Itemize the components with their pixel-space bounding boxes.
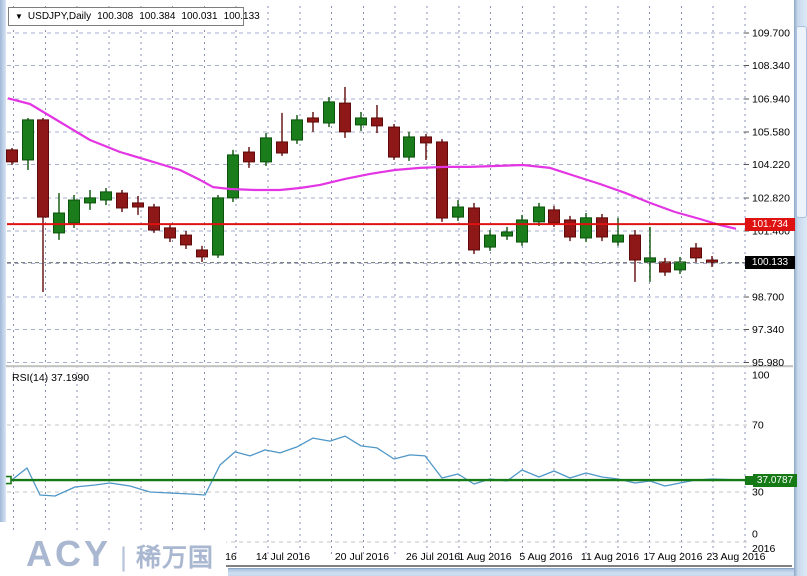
candle-body (22, 119, 34, 161)
quote-close: 100.133 (223, 11, 260, 22)
vertical-scrollbar-thumb[interactable] (796, 26, 807, 218)
price-axis-label: 109.700 (752, 28, 790, 40)
candle-body (339, 102, 351, 133)
candle-body (180, 234, 192, 246)
candle-body (227, 154, 239, 199)
price-axis-label: 108.340 (752, 60, 790, 72)
ask-line-price-badge: 101.734 (745, 218, 795, 231)
date-axis-label: 5 Aug 2016 (519, 551, 572, 563)
candle-body (564, 219, 576, 238)
candle-body (468, 207, 480, 251)
chevron-down-icon[interactable]: ▼ (15, 12, 23, 21)
quote-open: 100.308 (97, 11, 134, 22)
price-axis-label: 102.820 (752, 193, 790, 205)
rsi-axis-label: 100 (752, 369, 770, 381)
symbol-title: USDJPY,Daily (27, 11, 92, 22)
candle-body (196, 249, 208, 258)
date-axis-year-label: 2016 (752, 543, 776, 555)
candle-body (323, 101, 335, 124)
candle-body (612, 234, 624, 243)
date-axis-label: 14 Jul 2016 (256, 551, 310, 563)
quote-low: 100.031 (181, 11, 218, 22)
candle-body (403, 136, 415, 158)
date-axis-label: 11 Aug 2016 (581, 551, 639, 563)
candle-body (100, 191, 112, 201)
moving-average-line (7, 97, 737, 230)
candle-body (116, 192, 128, 209)
price-axis-label: 98.700 (752, 292, 784, 304)
date-axis-label: 26 Jul 2016 (406, 551, 460, 563)
rsi-line (7, 435, 737, 497)
price-axis-label: 97.340 (752, 324, 784, 336)
price-axis-label: 105.580 (752, 126, 790, 138)
candle-body (53, 212, 65, 234)
candle-body (307, 117, 319, 123)
candle-body (548, 209, 560, 224)
candle-body (388, 126, 400, 158)
date-axis-label: 1 Aug 2016 (458, 551, 511, 563)
logo-brand-text: ACY (26, 533, 112, 574)
current-price-badge: 100.133 (745, 256, 795, 269)
candle-body (436, 141, 448, 219)
candle-body (148, 206, 160, 231)
candle-body (212, 197, 224, 256)
candle-body (243, 151, 255, 163)
candle-body (420, 136, 432, 144)
candle-body (6, 149, 18, 163)
candle-body (659, 261, 671, 273)
candle-body (629, 234, 641, 261)
rsi-level-badge: 37.0787 (753, 474, 797, 487)
candle-body (164, 227, 176, 239)
candle-body (84, 197, 96, 204)
candle-body (37, 119, 49, 218)
candle-body (291, 119, 303, 141)
candle-body (501, 231, 513, 237)
date-axis-label: 20 Jul 2016 (335, 551, 389, 563)
horizontal-scrollbar[interactable] (228, 568, 794, 576)
window-left-border (0, 0, 6, 522)
price-axis-label: 106.940 (752, 94, 790, 106)
candle-body (68, 199, 80, 224)
candle-body (596, 217, 608, 238)
candle-body (371, 117, 383, 127)
candle-body (706, 259, 718, 264)
symbol-info-box[interactable]: ▼ USDJPY,Daily 100.308 100.384 100.031 1… (8, 7, 260, 26)
price-axis-label: 104.220 (752, 159, 790, 171)
candle-body (674, 261, 686, 271)
candle-body (484, 234, 496, 248)
rsi-axis-label: 0 (752, 529, 758, 541)
candle-body (580, 217, 592, 239)
candle-body (516, 219, 528, 243)
candle-body (132, 202, 144, 208)
candle-body (690, 247, 702, 259)
logo-chinese-name: 稀万国际 (136, 544, 215, 572)
rsi-indicator-label: RSI(14) 37.1990 (12, 372, 90, 384)
broker-logo: ACY | 稀万国际 (0, 531, 226, 576)
candle-body (355, 117, 367, 126)
quote-high: 100.384 (139, 11, 176, 22)
candle-body (260, 137, 272, 163)
date-axis-label: 23 Aug 2016 (707, 551, 766, 563)
rsi-axis-label: 70 (752, 420, 764, 432)
candle-body (533, 206, 545, 223)
date-axis-label: 17 Aug 2016 (644, 551, 703, 563)
logo-divider: | (120, 542, 128, 572)
candle-body (644, 257, 656, 263)
rsi-line-marker (745, 476, 753, 485)
rsi-axis-label: 30 (752, 486, 764, 498)
price-axis-label: 95.980 (752, 357, 784, 369)
candle-body (452, 206, 464, 218)
candle-body (276, 141, 288, 154)
vertical-scrollbar[interactable] (794, 0, 807, 576)
